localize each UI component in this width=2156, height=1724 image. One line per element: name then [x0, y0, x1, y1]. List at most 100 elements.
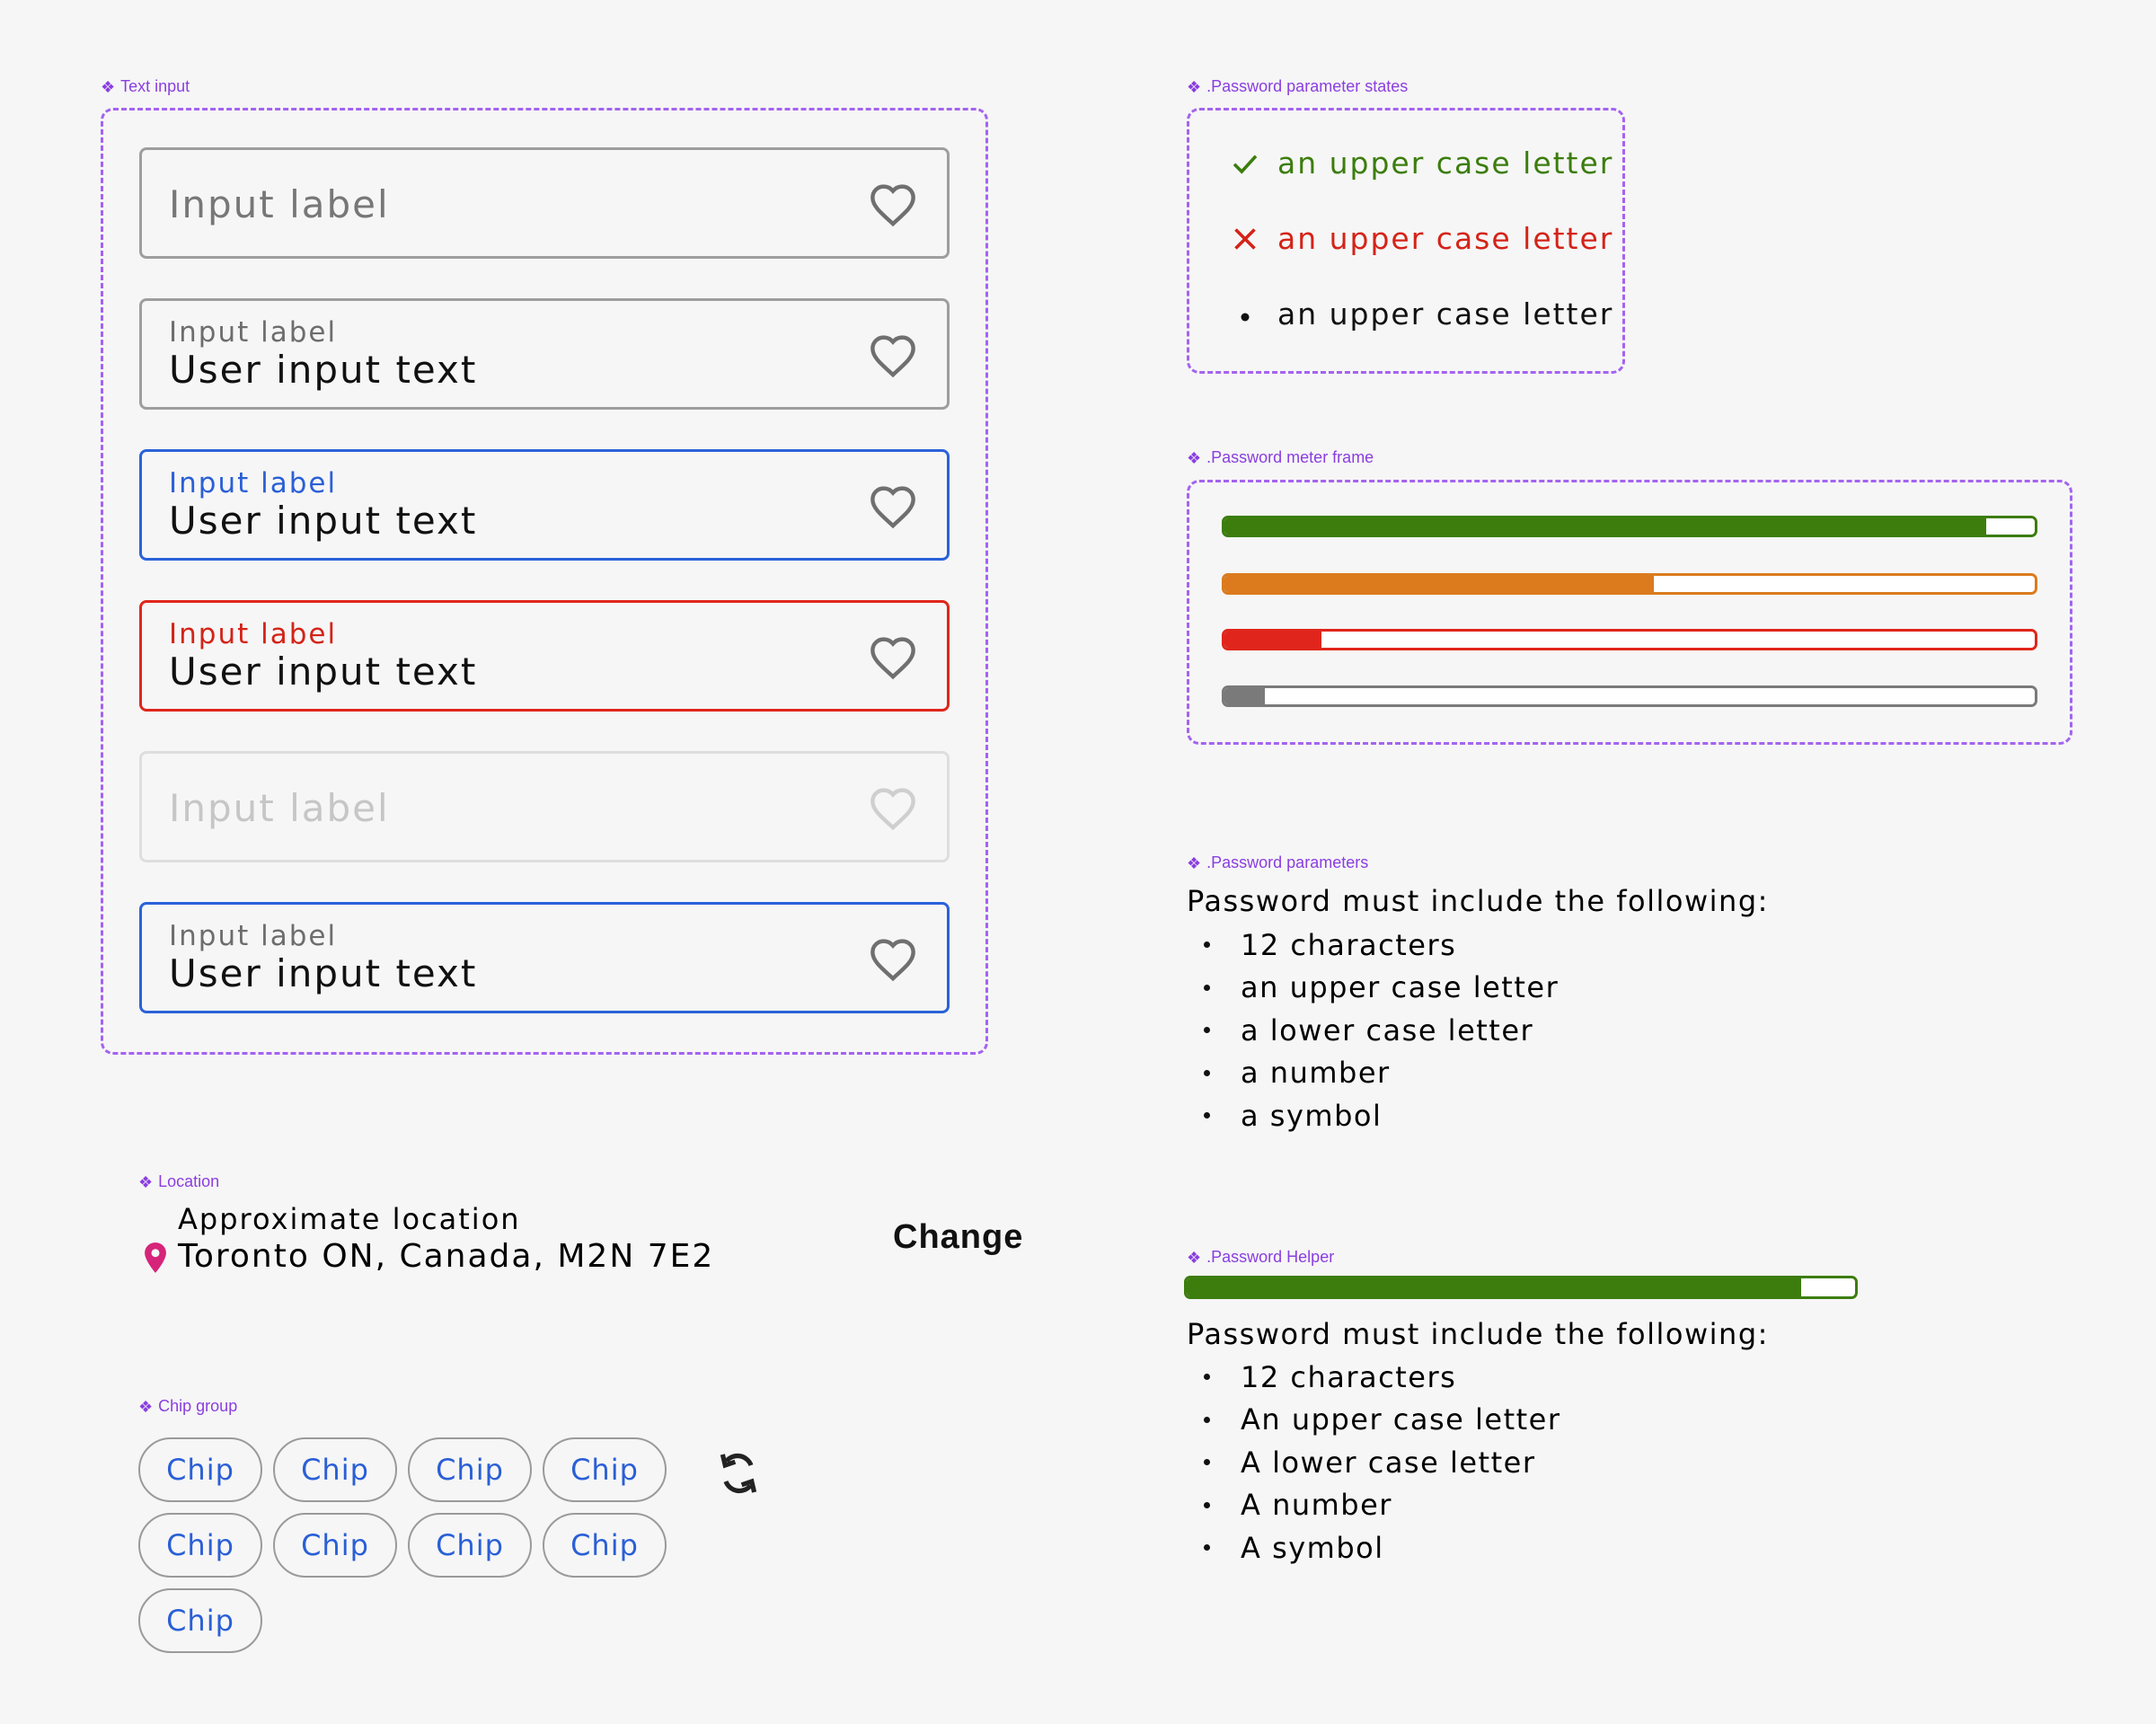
password-meter-strong [1222, 516, 2037, 537]
component-icon: ❖ [1187, 1248, 1202, 1267]
component-label-text: .Password Helper [1206, 1248, 1335, 1266]
chip[interactable]: Chip [138, 1437, 262, 1502]
location-value: Toronto ON, Canada, M2N 7E2 [178, 1238, 715, 1275]
list-item-text: a lower case letter [1241, 1012, 1534, 1048]
bullet-icon [1204, 984, 1210, 991]
password-state-invalid: an upper case letter [1229, 221, 1613, 256]
heart-icon[interactable] [868, 181, 918, 227]
text-input-disabled: Input label [139, 751, 950, 862]
heart-icon[interactable] [868, 633, 918, 680]
list-item-text: a number [1241, 1056, 1391, 1091]
password-state-text: an upper case letter [1277, 146, 1614, 181]
meter-fill [1224, 688, 1266, 704]
list-item: A number [1195, 1484, 1561, 1527]
password-meter-medium [1222, 573, 2037, 595]
component-icon: ❖ [101, 77, 116, 96]
password-state-valid: an upper case letter [1229, 146, 1613, 181]
text-input-empty[interactable]: Input label [139, 147, 950, 259]
list-item: an upper case letter [1195, 967, 1559, 1010]
password-params-component-label: ❖ .Password parameters [1187, 853, 1368, 872]
password-helper-meter [1184, 1276, 1858, 1299]
component-label-text: .Password parameter states [1206, 77, 1409, 95]
meter-fill [1224, 576, 1655, 592]
input-value[interactable]: User input text [169, 348, 478, 392]
chip[interactable]: Chip [273, 1513, 397, 1578]
password-state-neutral: an upper case letter [1229, 296, 1613, 332]
list-item: a lower case letter [1195, 1009, 1559, 1052]
component-icon: ❖ [138, 1397, 154, 1416]
password-state-text: an upper case letter [1277, 221, 1614, 256]
bullet-icon [1204, 1544, 1210, 1552]
chip[interactable]: Chip [543, 1437, 667, 1502]
input-value[interactable]: User input text [169, 951, 478, 995]
list-item-text: An upper case letter [1241, 1402, 1561, 1437]
list-item-text: 12 characters [1241, 927, 1457, 962]
chip-group: Chip Chip Chip Chip Chip Chip Chip Chip … [138, 1437, 677, 1653]
password-params-title: Password must include the following: [1187, 884, 1769, 918]
bullet-icon [1204, 1459, 1210, 1466]
password-states-frame [1187, 108, 1625, 374]
component-label-text: Chip group [158, 1397, 238, 1415]
component-label-text: Location [158, 1172, 220, 1190]
text-input-frame [101, 108, 988, 1055]
input-label: Input label [169, 786, 390, 830]
chip[interactable]: Chip [138, 1588, 262, 1653]
component-label-text: Text input [120, 77, 190, 95]
text-input-component-label: ❖ Text input [101, 77, 190, 96]
location-title: Approximate location [178, 1202, 521, 1236]
text-input-active[interactable]: Input label User input text [139, 902, 950, 1013]
chip[interactable]: Chip [273, 1437, 397, 1502]
heart-icon [870, 788, 915, 831]
list-item-text: 12 characters [1241, 1359, 1457, 1394]
input-label: Input label [169, 316, 338, 349]
password-states-component-label: ❖ .Password parameter states [1187, 77, 1408, 96]
location-component-label: ❖ Location [138, 1172, 219, 1191]
check-icon [1233, 155, 1258, 174]
list-item-text: an upper case letter [1241, 970, 1560, 1005]
chip[interactable]: Chip [138, 1513, 262, 1578]
list-item: 12 characters [1195, 924, 1559, 967]
input-value[interactable]: User input text [169, 650, 478, 694]
list-item: 12 characters [1195, 1356, 1561, 1399]
x-icon [1234, 227, 1256, 250]
location-pin-icon [145, 1242, 166, 1273]
component-icon: ❖ [1187, 77, 1202, 96]
component-label-text: .Password parameters [1206, 853, 1369, 871]
refresh-icon[interactable] [717, 1448, 760, 1499]
password-meter-weak [1222, 629, 2037, 650]
change-location-button[interactable]: Change [893, 1218, 1024, 1256]
chip[interactable]: Chip [543, 1513, 667, 1578]
text-input-focused[interactable]: Input label User input text [139, 449, 950, 561]
list-item-text: a symbol [1241, 1098, 1383, 1133]
list-item-text: A symbol [1241, 1530, 1384, 1565]
list-item: An upper case letter [1195, 1399, 1561, 1442]
list-item: A lower case letter [1195, 1441, 1561, 1484]
heart-icon[interactable] [868, 482, 918, 529]
input-label: Input label [169, 467, 338, 500]
list-item: a number [1195, 1052, 1559, 1095]
chip[interactable]: Chip [408, 1437, 532, 1502]
meter-fill [1224, 518, 1986, 535]
component-icon: ❖ [1187, 448, 1202, 467]
text-input-filled[interactable]: Input label User input text [139, 298, 950, 410]
list-item: A symbol [1195, 1526, 1561, 1569]
password-params-list: 12 characters an upper case letter a low… [1195, 924, 1559, 1137]
password-state-text: an upper case letter [1277, 296, 1614, 332]
password-helper-title: Password must include the following: [1187, 1317, 1769, 1351]
bullet-icon [1204, 1374, 1210, 1381]
text-input-error[interactable]: Input label User input text [139, 600, 950, 712]
heart-icon[interactable] [868, 935, 918, 982]
input-label: Input label [169, 182, 390, 226]
chip-group-component-label: ❖ Chip group [138, 1397, 237, 1416]
heart-icon[interactable] [868, 332, 918, 378]
chip[interactable]: Chip [408, 1513, 532, 1578]
input-label: Input label [169, 920, 338, 952]
meter-fill [1224, 632, 1322, 648]
input-value[interactable]: User input text [169, 499, 478, 543]
password-helper-component-label: ❖ .Password Helper [1187, 1248, 1334, 1267]
password-meter-component-label: ❖ .Password meter frame [1187, 448, 1374, 467]
bullet-icon [1204, 1112, 1210, 1119]
component-label-text: .Password meter frame [1206, 448, 1374, 466]
list-item-text: A number [1241, 1488, 1392, 1523]
bullet-icon [1241, 313, 1250, 321]
